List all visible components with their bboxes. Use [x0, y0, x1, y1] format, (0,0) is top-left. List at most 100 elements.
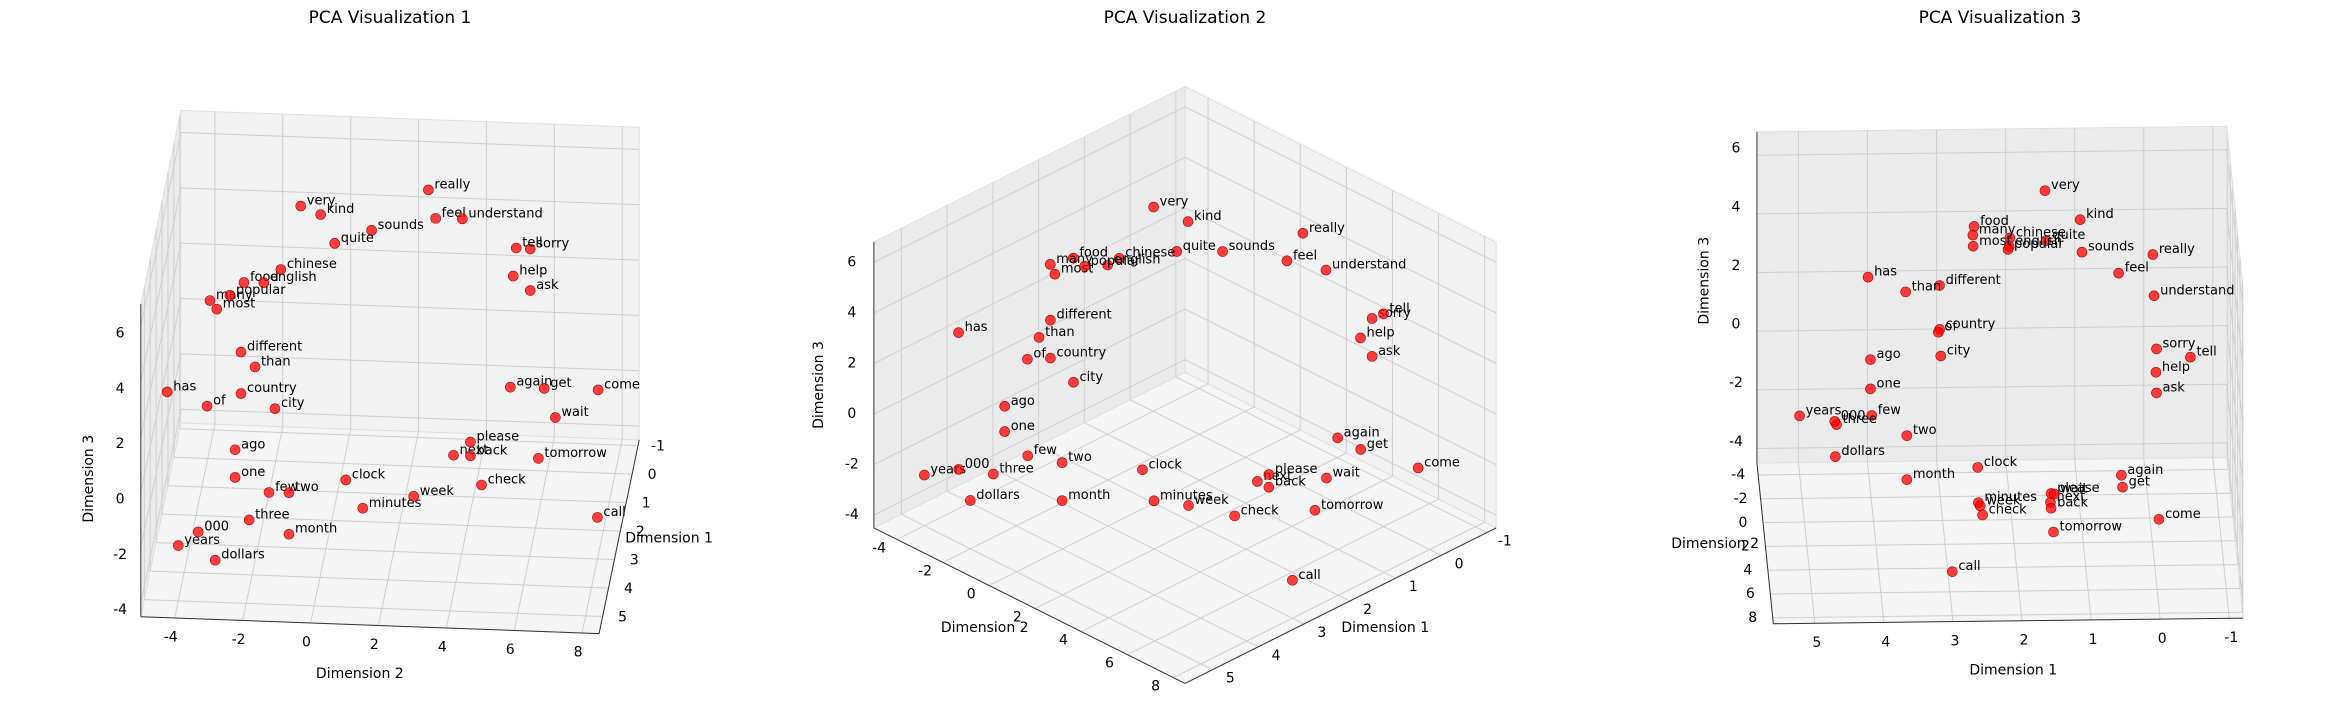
grid-line: [140, 243, 182, 437]
grid-line: [162, 513, 621, 532]
point: [1281, 255, 1293, 267]
grid-line: [873, 156, 1186, 314]
point: [1113, 252, 1125, 264]
point-label: get: [550, 376, 571, 391]
point: [2074, 214, 2086, 226]
point: [235, 346, 247, 358]
point-label: two: [1913, 423, 1937, 438]
chart-title: PCA Visualization 2: [1104, 8, 1267, 28]
axis-label: Dimension 1: [625, 531, 713, 547]
grid-line: [1184, 308, 1497, 466]
point-label: week: [1195, 493, 1230, 508]
point-label: country: [247, 381, 297, 396]
point-label: three: [255, 507, 289, 522]
point-label: tell: [1389, 301, 1409, 316]
point-label: english: [2015, 234, 2062, 249]
point-label: one: [1011, 419, 1035, 434]
point: [1229, 510, 1240, 522]
point: [209, 554, 221, 566]
point: [201, 400, 213, 412]
point-label: popular: [2014, 237, 2064, 252]
point-label: three: [999, 462, 1033, 477]
pane: [1756, 456, 2244, 625]
point: [1829, 416, 1841, 427]
axis-label: Dimension 3: [1697, 237, 1713, 325]
point-label: call: [1958, 559, 1980, 574]
point: [533, 453, 544, 464]
x-tick-label: 1: [642, 495, 651, 511]
point: [1866, 410, 1878, 421]
point-label: minutes: [369, 496, 422, 511]
point: [1933, 326, 1944, 338]
grid-line: [1184, 156, 1497, 314]
point: [423, 184, 434, 196]
point: [2153, 513, 2165, 525]
point-label: popular: [236, 283, 286, 298]
point: [999, 426, 1010, 437]
point: [315, 209, 327, 220]
axis-line: [873, 527, 1186, 684]
point: [2113, 267, 2125, 279]
x-tick-label: 3: [1317, 625, 1326, 641]
point: [476, 479, 487, 491]
point: [263, 487, 275, 498]
point: [2185, 351, 2196, 363]
point: [1412, 462, 1424, 474]
point: [1794, 410, 1805, 422]
grid-line: [901, 513, 1213, 671]
y-tick-label: 0: [302, 635, 311, 651]
point: [229, 472, 241, 483]
grid-line: [140, 409, 182, 603]
point-label: few: [1878, 403, 1902, 418]
grid-line: [140, 132, 182, 327]
point-label: popular: [1091, 254, 1141, 269]
point-label: one: [241, 465, 265, 480]
y-tick-label: -2: [232, 632, 246, 648]
point-label: please: [477, 430, 520, 445]
point-label: please: [2057, 481, 2100, 496]
axis-label: Dimension 2: [316, 666, 404, 682]
point: [235, 388, 247, 399]
point-label: sounds: [2088, 240, 2134, 255]
point-label: check: [1989, 502, 2028, 517]
grid-line: [1173, 521, 1485, 679]
point-label: very: [307, 194, 336, 209]
point-label: help: [519, 264, 547, 279]
grid-line: [1770, 587, 2241, 595]
point-label: call: [1298, 568, 1320, 583]
y-tick-label: 8: [1748, 610, 1757, 626]
point-label: month: [1068, 488, 1110, 503]
z-tick-label: -4: [113, 602, 127, 618]
point: [919, 469, 930, 481]
point-label: dollars: [976, 488, 1020, 503]
point-label: very: [2051, 178, 2080, 193]
point-label: again: [2127, 463, 2163, 478]
axis-line: [598, 439, 640, 634]
point-label: ask: [2163, 380, 2186, 395]
x-tick-label: 3: [1951, 634, 1960, 650]
point-label: 000: [965, 457, 990, 472]
point-label: ago: [1877, 347, 1901, 362]
point: [1967, 240, 1979, 252]
axis-line: [140, 616, 600, 635]
point: [2147, 249, 2159, 260]
grid-line: [180, 353, 640, 372]
y-tick-label: 6: [1105, 656, 1114, 672]
point: [238, 277, 250, 288]
point-label: check: [488, 472, 527, 487]
point-label: help: [1367, 325, 1395, 340]
y-tick-label: 0: [1739, 515, 1748, 531]
grid-line: [1756, 149, 2227, 156]
grid-line: [173, 456, 633, 475]
point-label: quite: [2052, 228, 2085, 243]
point: [283, 528, 295, 540]
point: [1900, 286, 1911, 298]
point-label: tomorrow: [544, 446, 607, 461]
grid-line: [180, 242, 640, 261]
point-label: minutes: [1160, 488, 1213, 503]
point: [2151, 343, 2162, 355]
point-label: really: [434, 177, 470, 192]
point: [1830, 451, 1841, 462]
point: [1967, 229, 1979, 241]
point-label: clock: [352, 467, 386, 482]
